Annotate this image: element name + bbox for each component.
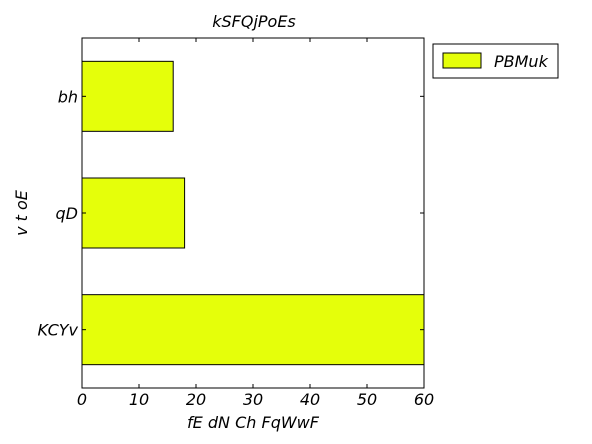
bars [82,61,424,364]
x-tick-labels: 0 10 20 30 40 50 60 [77,390,434,409]
x-tick-label: 10 [129,390,149,409]
y-axis-label: v t oE [12,189,31,236]
legend: PBMuk [433,44,558,78]
y-tick-label: KCYv [38,321,79,340]
y-tick-labels: bh qD KCYv [38,87,79,339]
y-tick-label: bh [58,87,78,106]
bar-KCYv [82,295,424,365]
x-tick-label: 0 [77,390,87,409]
legend-label: PBMuk [494,52,549,71]
bar-bh [82,61,173,131]
chart-title: kSFQjPoEs [212,12,296,31]
bar-qD [82,178,185,248]
y-tick-label: qD [56,204,78,223]
x-axis-label: fE dN Ch FqWwF [187,413,320,432]
x-tick-label: 20 [186,390,206,409]
x-tick-label: 30 [243,390,263,409]
legend-swatch [443,53,481,68]
x-tick-label: 60 [414,390,434,409]
x-tick-label: 50 [357,390,377,409]
x-tick-label: 40 [300,390,320,409]
